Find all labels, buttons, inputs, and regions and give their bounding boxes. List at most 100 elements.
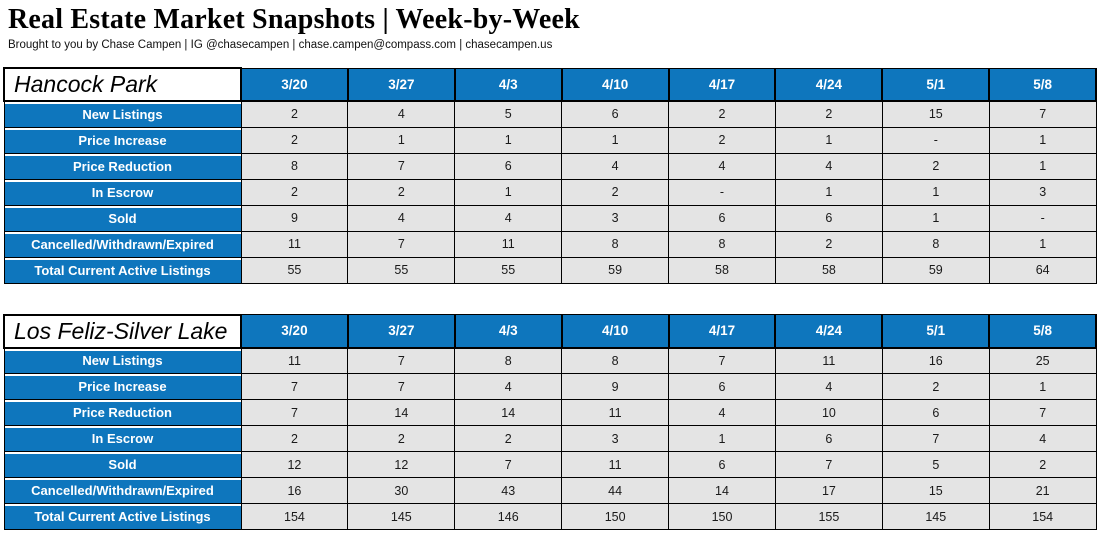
value-cell: 1 xyxy=(668,425,776,452)
value-cell: 14 xyxy=(347,399,456,426)
row-label: Total Current Active Listings xyxy=(3,503,242,530)
row-label: In Escrow xyxy=(3,425,242,452)
value-cell: 9 xyxy=(561,373,670,400)
value-cell: 25 xyxy=(988,347,1097,374)
snapshot-table-hancock-park: Hancock Park 3/20 3/27 4/3 4/10 4/17 4/24 5/1 5/… xyxy=(3,67,1098,284)
value-cell: 9 xyxy=(240,204,349,232)
table-row: Sold 9 4 4 3 6 6 1- xyxy=(3,204,1097,232)
row-label: Price Increase xyxy=(3,126,242,154)
masthead: Real Estate Market Snapshots | Week-by-W… xyxy=(0,2,1108,52)
week-header: 4/10 xyxy=(560,67,670,102)
value-cell: 8 xyxy=(881,230,990,258)
value-cell: 44 xyxy=(561,477,670,504)
value-cell: 16 xyxy=(881,347,990,374)
value-cell: 3 xyxy=(561,425,670,452)
row-label: Cancelled/Withdrawn/Expired xyxy=(3,477,242,504)
value-cell: 58 xyxy=(668,256,776,284)
value-cell: 1 xyxy=(881,204,990,232)
week-header: 4/17 xyxy=(667,314,777,349)
value-cell: 17 xyxy=(774,477,883,504)
value-cell: 11 xyxy=(561,451,670,478)
value-cell: 4 xyxy=(774,152,883,180)
week-header: 5/1 xyxy=(881,67,991,102)
value-cell: 11 xyxy=(454,230,563,258)
value-cell: 8 xyxy=(561,230,670,258)
value-cell: 1 xyxy=(988,373,1097,400)
table-header-row: Hancock Park 3/20 3/27 4/3 4/10 4/17 4/24 5/1 5/… xyxy=(3,67,1098,102)
value-cell: 8 xyxy=(561,347,670,374)
value-cell: 7 xyxy=(347,152,456,180)
week-header: 4/24 xyxy=(774,314,884,349)
value-cell: 2 xyxy=(774,230,883,258)
value-cell: 55 xyxy=(347,256,456,284)
value-cell: 2 xyxy=(774,100,883,128)
table-row: Total Current Active Listings 55 55 55 59 58 5… xyxy=(3,256,1097,284)
value-cell: 6 xyxy=(881,399,990,426)
value-cell: 2 xyxy=(240,100,349,128)
value-cell: 1 xyxy=(774,178,883,206)
table-row: Price Reduction 8 7 6 4 4 4 2 1 xyxy=(3,152,1097,180)
value-cell: 2 xyxy=(347,178,456,206)
row-label: Cancelled/Withdrawn/Expired xyxy=(3,230,242,258)
value-cell: 4 xyxy=(668,399,776,426)
value-cell: 2 xyxy=(881,152,990,180)
value-cell: 7 xyxy=(881,425,990,452)
value-cell: 7 xyxy=(988,100,1097,128)
neighborhood-title: Hancock Park xyxy=(3,67,242,102)
value-cell: 8 xyxy=(454,347,563,374)
value-cell: 7 xyxy=(347,373,456,400)
value-cell: 21 xyxy=(988,477,1097,504)
value-cell: 2 xyxy=(240,126,349,154)
value-cell: 12 xyxy=(347,451,456,478)
value-cell: 1 xyxy=(881,178,990,206)
value-cell: 8 xyxy=(240,152,349,180)
value-cell: 5 xyxy=(454,100,563,128)
value-cell: 2 xyxy=(454,425,563,452)
table-row: Price Increase 2 1 1 1 2 1-1 xyxy=(3,126,1097,154)
value-cell: 1 xyxy=(347,126,456,154)
value-cell: 150 xyxy=(561,503,670,530)
value-cell: 59 xyxy=(881,256,990,284)
value-cell: 6 xyxy=(774,204,883,232)
week-header: 4/24 xyxy=(774,67,884,102)
value-cell: 59 xyxy=(561,256,670,284)
value-cell: 15 xyxy=(881,477,990,504)
value-cell: 7 xyxy=(668,347,776,374)
value-cell: 2 xyxy=(240,425,349,452)
value-cell: 1 xyxy=(988,152,1097,180)
table-row: Sold 12 12 7 11 6 7 5 2 xyxy=(3,451,1097,478)
value-cell: 14 xyxy=(454,399,563,426)
value-cell: - xyxy=(988,204,1097,232)
value-cell: 1 xyxy=(774,126,883,154)
value-cell: 10 xyxy=(774,399,883,426)
week-header: 4/3 xyxy=(453,314,563,349)
row-label: Sold xyxy=(3,451,242,478)
week-header: 3/20 xyxy=(240,67,349,102)
value-cell: 7 xyxy=(240,373,349,400)
table-row: In Escrow 2 2 1 2-1 1 3 xyxy=(3,178,1097,206)
value-cell: - xyxy=(881,126,990,154)
value-cell: 6 xyxy=(668,204,776,232)
week-header: 3/27 xyxy=(346,314,456,349)
value-cell: 6 xyxy=(668,451,776,478)
value-cell: 4 xyxy=(347,204,456,232)
neighborhood-title: Los Feliz-Silver Lake xyxy=(3,313,242,349)
page-subtitle: Brought to you by Chase Campen | IG @cha… xyxy=(8,39,553,51)
value-cell: 11 xyxy=(561,399,670,426)
value-cell: 154 xyxy=(988,503,1097,530)
value-cell: 64 xyxy=(988,256,1097,284)
value-cell: 4 xyxy=(454,373,563,400)
value-cell: 155 xyxy=(774,503,883,530)
value-cell: 12 xyxy=(240,451,349,478)
value-cell: 1 xyxy=(988,230,1097,258)
table-row: Total Current Active Listings 154 145 146 15… xyxy=(3,503,1097,530)
table-header-row: Los Feliz-Silver Lake 3/20 3/27 4/3 4/10 4/17… xyxy=(3,313,1098,349)
row-label: Price Reduction xyxy=(3,152,242,180)
value-cell: 4 xyxy=(454,204,563,232)
value-cell: 4 xyxy=(561,152,670,180)
row-label: New Listings xyxy=(3,100,242,128)
value-cell: 5 xyxy=(881,451,990,478)
value-cell: 7 xyxy=(240,399,349,426)
table-row: In Escrow 2 2 2 3 1 6 7 4 xyxy=(3,425,1097,452)
value-cell: 6 xyxy=(774,425,883,452)
